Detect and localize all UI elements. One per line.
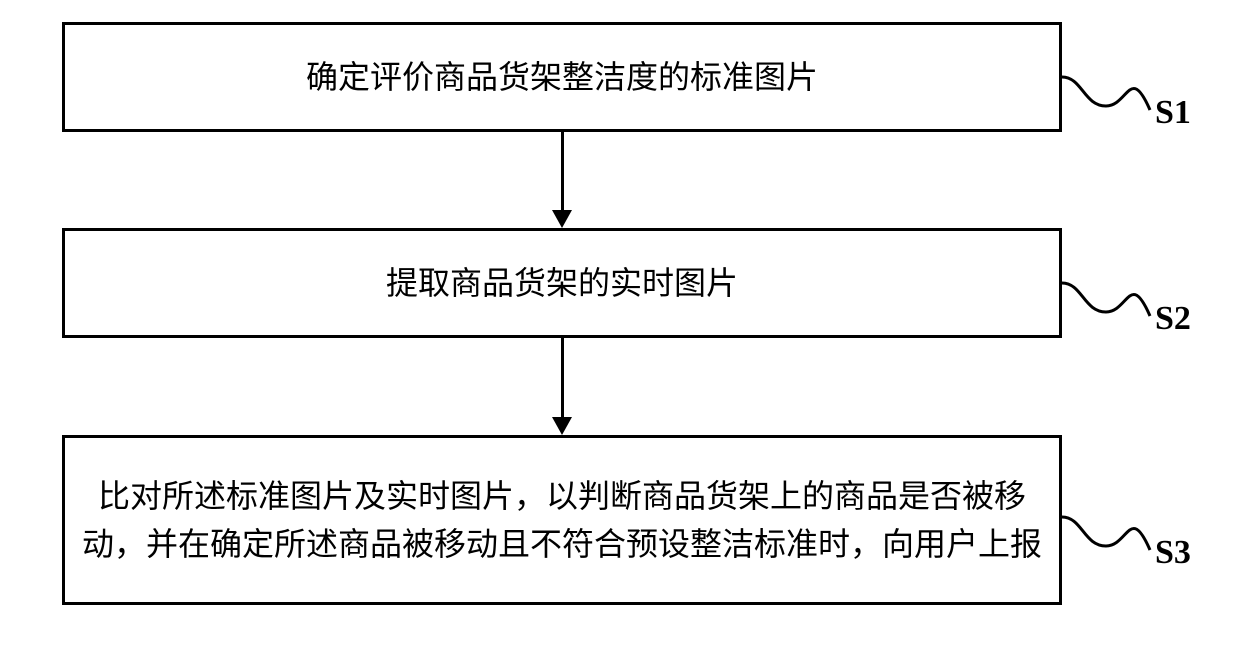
flowchart-label-s2: S2 bbox=[1155, 300, 1191, 338]
flowchart-step-s2: 提取商品货架的实时图片 bbox=[62, 228, 1062, 338]
arrow-head-s2-s3 bbox=[552, 417, 572, 435]
flowchart-canvas: 确定评价商品货架整洁度的标准图片 S1 提取商品货架的实时图片 S2 比对所述标… bbox=[0, 0, 1240, 656]
flowchart-label-s1: S1 bbox=[1155, 94, 1191, 132]
flowchart-step-s3: 比对所述标准图片及实时图片，以判断商品货架上的商品是否被移动，并在确定所述商品被… bbox=[62, 435, 1062, 605]
arrow-s1-s2 bbox=[561, 132, 564, 210]
flowchart-step-s1: 确定评价商品货架整洁度的标准图片 bbox=[62, 22, 1062, 132]
connector-s2 bbox=[1062, 262, 1157, 322]
arrow-s2-s3 bbox=[561, 338, 564, 417]
connector-s3 bbox=[1062, 496, 1157, 556]
flowchart-step-s3-text: 比对所述标准图片及实时图片，以判断商品货架上的商品是否被移动，并在确定所述商品被… bbox=[81, 472, 1043, 568]
arrow-head-s1-s2 bbox=[552, 210, 572, 228]
flowchart-step-s1-text: 确定评价商品货架整洁度的标准图片 bbox=[306, 53, 818, 101]
flowchart-step-s2-text: 提取商品货架的实时图片 bbox=[386, 259, 738, 307]
connector-s1 bbox=[1062, 56, 1157, 116]
flowchart-label-s3: S3 bbox=[1155, 534, 1191, 572]
